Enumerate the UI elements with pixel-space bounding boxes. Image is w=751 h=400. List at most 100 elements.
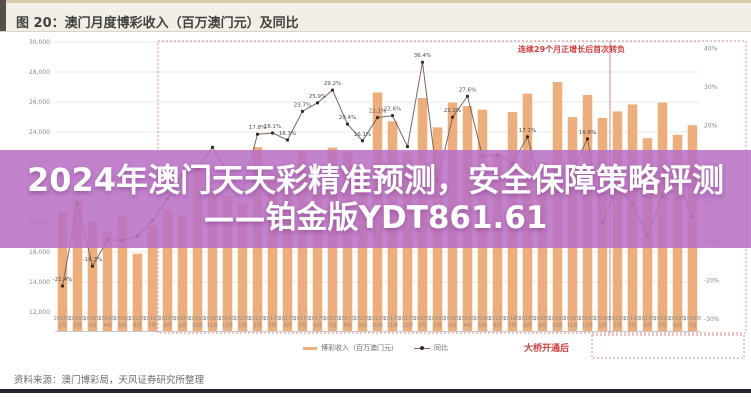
- yoy-point: [90, 264, 95, 268]
- x-tick-month: 8月: [523, 323, 531, 329]
- x-tick-month: 6月: [493, 323, 501, 329]
- y-axis-label-right: 40%: [704, 45, 718, 52]
- x-tick-year: 2018年: [534, 315, 552, 322]
- x-tick-year: 2018年: [429, 315, 447, 322]
- x-tick-year: 2018年: [504, 315, 522, 322]
- bar: [162, 209, 173, 331]
- bar: [267, 173, 278, 331]
- yoy-point: [210, 145, 215, 149]
- yoy-point: [270, 131, 275, 135]
- bar: [177, 215, 188, 331]
- x-tick-year: 2016年: [54, 315, 72, 322]
- yoy-point: [330, 88, 335, 92]
- x-tick-month: 6月: [673, 323, 681, 329]
- x-tick-year: 2017年: [369, 315, 387, 322]
- bar: [237, 203, 248, 331]
- x-tick-month: 10月: [192, 323, 203, 329]
- x-tick-year: 2017年: [264, 315, 282, 322]
- x-tick-year: 2016年: [144, 315, 162, 322]
- yoy-point-label: -21.4%: [53, 277, 72, 283]
- x-tick-month: 3月: [448, 323, 456, 329]
- x-tick-year: 2017年: [294, 315, 312, 322]
- bar: [222, 195, 233, 331]
- x-tick-month: 1月: [418, 323, 426, 329]
- yoy-point: [345, 122, 350, 126]
- x-tick-month: 4月: [283, 323, 291, 329]
- yoy-point-label: 16.1%: [354, 132, 371, 138]
- x-tick-month: 8月: [343, 323, 351, 329]
- yoy-point: [420, 60, 425, 64]
- x-tick-month: 5月: [118, 323, 126, 329]
- x-tick-year: 2018年: [414, 315, 432, 322]
- x-tick-year: 2017年: [339, 315, 357, 322]
- x-tick-year: 2019年: [624, 315, 642, 322]
- x-tick-month: 10月: [552, 323, 563, 329]
- yoy-point-label: 29.2%: [324, 81, 341, 87]
- yoy-point: [405, 144, 410, 149]
- yoy-point-label: 23.7%: [294, 102, 311, 108]
- watermark-banner: 2024年澳门天天彩精准预测，安全保障策略评测 ——铂金版YDT861.61: [0, 150, 751, 248]
- x-tick-month: 4月: [463, 323, 471, 329]
- y-axis-label-right: 30%: [704, 84, 718, 91]
- figure-header: 图 20：澳门月度博彩收入（百万澳门元）及同比: [0, 3, 751, 32]
- watermark-line1: 2024年澳门天天彩精准预测，安全保障策略评测: [26, 161, 725, 200]
- x-tick-month: 6月: [313, 323, 321, 329]
- yoy-point: [465, 94, 470, 98]
- x-tick-month: 9月: [538, 323, 546, 329]
- x-tick-month: 2月: [433, 323, 441, 329]
- legend-yoy-label: 同比: [434, 344, 448, 352]
- y-axis-label-left: 28,000: [29, 69, 50, 76]
- x-tick-year: 2017年: [309, 315, 327, 322]
- yoy-point-label: 22.1%: [369, 109, 386, 115]
- bar: [87, 222, 98, 331]
- x-tick-year: 2019年: [654, 315, 672, 322]
- yoy-point: [525, 135, 530, 139]
- legend-item-revenue: 博彩收入（百万澳门元）: [303, 343, 398, 353]
- bar: [72, 199, 83, 331]
- x-tick-year: 2017年: [384, 315, 402, 322]
- yoy-point-label: 16.6%: [579, 130, 596, 136]
- x-tick-year: 2017年: [279, 315, 297, 322]
- x-tick-year: 2018年: [474, 315, 492, 322]
- x-tick-month: 1月: [598, 323, 606, 329]
- x-tick-year: 2019年: [594, 315, 612, 322]
- y-axis-label-left: 12,000: [29, 309, 50, 316]
- x-tick-year: 2018年: [549, 315, 567, 322]
- yoy-point: [255, 132, 260, 136]
- yoy-point: [585, 137, 590, 141]
- yoy-point: [60, 284, 65, 288]
- yoy-point: [390, 114, 395, 118]
- x-tick-year: 2017年: [324, 315, 342, 322]
- x-tick-month: 12月: [222, 323, 233, 329]
- x-tick-month: 11月: [207, 323, 218, 329]
- x-tick-year: 2019年: [669, 315, 687, 322]
- x-tick-year: 2018年: [444, 315, 462, 322]
- yoy-point-label: 18.1%: [264, 124, 281, 130]
- yoy-point-label: 25.9%: [309, 94, 326, 100]
- x-tick-month: 11月: [387, 323, 398, 329]
- x-tick-year: 2017年: [399, 315, 417, 322]
- yoy-point: [285, 138, 290, 142]
- y-axis-label-left: 26,000: [29, 99, 50, 106]
- y-axis-label-left: 16,000: [29, 249, 50, 256]
- x-tick-month: 9月: [178, 323, 186, 329]
- y-axis-label-left: 24,000: [29, 129, 50, 136]
- x-tick-year: 2019年: [609, 315, 627, 322]
- x-tick-year: 2019年: [639, 315, 657, 322]
- legend-item-yoy: 同比: [414, 343, 448, 353]
- yoy-point-label: -16.3%: [83, 257, 102, 263]
- bar: [357, 170, 368, 331]
- x-tick-year: 2019年: [684, 315, 702, 322]
- x-tick-year: 2016年: [84, 315, 102, 322]
- x-tick-year: 2016年: [219, 315, 237, 322]
- x-tick-month: 7月: [508, 323, 516, 329]
- x-tick-month: 4月: [643, 323, 651, 329]
- x-tick-year: 2016年: [99, 315, 117, 322]
- x-tick-year: 2017年: [354, 315, 372, 322]
- x-tick-month: 8月: [163, 323, 171, 329]
- y-axis-label-right: -30%: [704, 316, 720, 323]
- x-tick-month: 2月: [613, 323, 621, 329]
- x-tick-year: 2018年: [564, 315, 582, 322]
- yoy-point-label: 22.2%: [444, 108, 461, 114]
- x-tick-month: 4月: [103, 323, 111, 329]
